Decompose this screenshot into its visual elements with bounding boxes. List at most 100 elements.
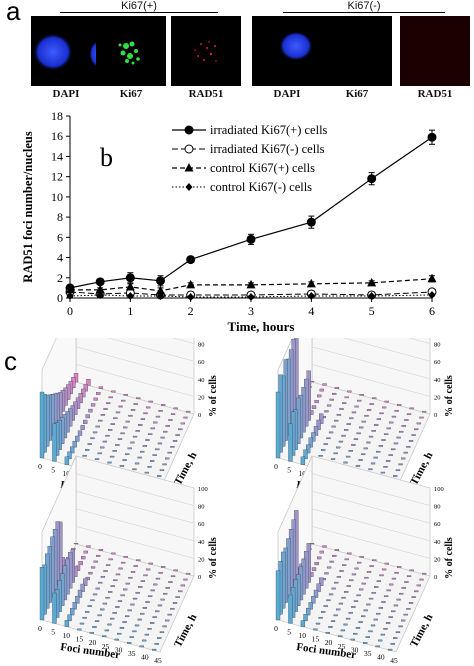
bar3d-bar <box>341 434 346 437</box>
data-point <box>96 290 104 299</box>
image-label-ki67-pos: Ki67 <box>119 88 143 100</box>
data-point <box>66 291 74 300</box>
bar3d-gridline <box>343 338 431 362</box>
bar3d-bar <box>128 414 133 417</box>
bar3d-bar <box>143 574 148 577</box>
bar3d-bar <box>147 595 153 598</box>
bar3d-bar <box>383 628 388 630</box>
bar3d-bar <box>300 456 306 465</box>
bar3d-bar <box>316 583 321 592</box>
bar3d-bar <box>326 404 332 407</box>
bar3d-gridline <box>311 508 431 542</box>
bar3d-bar <box>343 461 348 464</box>
bar3d-z-tick-label: 0 <box>434 574 437 581</box>
bar3d-bar <box>381 601 386 603</box>
bar3d-bar <box>376 612 381 615</box>
bar3d-gridline <box>311 490 431 524</box>
bar3d-bar <box>125 420 130 423</box>
bar3d-bar <box>321 449 326 451</box>
legend-marker <box>184 163 194 172</box>
bar3d-z-tick-label: 80 <box>198 504 205 511</box>
bar3d-bar <box>85 611 90 613</box>
bar3d-bar <box>145 601 150 603</box>
bar3d-bar <box>123 394 128 396</box>
bar3d-bar <box>52 423 57 462</box>
bar3d-bar <box>127 642 132 644</box>
bar3d-bar <box>100 446 105 449</box>
bar3d-bar <box>168 581 173 583</box>
bar3d-bar <box>414 428 419 431</box>
bar3d-bar <box>142 639 147 642</box>
bar3d-bar <box>151 648 157 651</box>
bar3d-bar <box>363 447 368 450</box>
bar3d-bar <box>143 412 148 415</box>
bar3d-bar <box>397 566 402 568</box>
bar3d-bar <box>393 475 398 477</box>
bar3d-bar <box>343 429 349 431</box>
bar3d-bar <box>147 466 152 468</box>
bar3d-bar <box>343 623 348 626</box>
bar3d-bar <box>157 442 163 445</box>
bar3d-bar <box>100 608 105 611</box>
bar3d-bar <box>162 625 167 628</box>
bar3d-bar <box>107 591 113 593</box>
bar3d-bar <box>324 410 329 413</box>
bar3d-bar <box>123 426 128 429</box>
panel-c-bar3d-grid: Irradiated Ki67(+) cells0204060801000510… <box>38 338 455 665</box>
data-point <box>186 279 196 289</box>
bar3d-bar <box>380 471 386 474</box>
bar3d-bar <box>383 466 388 468</box>
bar3d-z-tick-label: 40 <box>434 377 441 384</box>
bar3d-bar <box>384 562 389 565</box>
bar3d-bar <box>138 424 143 426</box>
bar3d-bar <box>95 425 100 428</box>
bar3d-bar <box>89 632 94 634</box>
bar3d-bar <box>83 578 88 586</box>
bar3d-bar <box>359 588 364 591</box>
bar3d-bar <box>122 459 127 461</box>
data-point <box>125 273 135 283</box>
bar3d-bar <box>336 446 341 449</box>
bar3d-bar <box>105 564 111 566</box>
bar3d-bar <box>123 588 128 591</box>
bar3d-bar <box>137 456 142 459</box>
bar3d-bar <box>133 403 138 405</box>
data-point <box>428 290 436 299</box>
bar3d-x-tick-label: 15 <box>76 635 84 644</box>
bar3d-bar <box>115 444 120 446</box>
bar3d-bar <box>308 437 313 448</box>
bar3d-bar <box>86 379 91 386</box>
bar3d-bar <box>160 436 165 439</box>
bar3d-bar <box>374 586 379 588</box>
bar3d-z-tick-label: 40 <box>198 539 205 546</box>
image-label-dapi-pos: DAPI <box>52 88 80 100</box>
bar3d-bar <box>127 609 132 612</box>
bar3d-bar <box>127 447 132 450</box>
bar3d-bar <box>386 589 391 592</box>
bar3d-x-tick-label: 10 <box>298 631 306 640</box>
bar3d-bar <box>311 432 316 442</box>
bar3d-bar <box>361 453 366 456</box>
bar3d-bar <box>389 583 394 586</box>
bar3d-bar <box>359 556 364 558</box>
bar3d-bar <box>93 560 98 563</box>
data-point <box>157 291 164 300</box>
data-point <box>95 277 105 287</box>
bar3d-gridline <box>75 473 195 506</box>
bar3d-bar <box>111 552 116 555</box>
bar3d-bar <box>385 622 391 624</box>
bar3d-x-tick-label: 5 <box>51 466 55 475</box>
bar3d-z-tick-label: 20 <box>198 394 205 401</box>
bar3d-bar <box>112 450 117 452</box>
bar3d-bar <box>319 413 324 424</box>
bar3d-bar <box>395 631 401 634</box>
bar3d-bar <box>406 608 411 610</box>
bar3d-bar <box>354 567 359 570</box>
bar3d-bar <box>113 417 118 420</box>
bar3d-bar <box>92 593 98 596</box>
bar3d-bar <box>366 571 372 573</box>
bar3d-bar <box>351 411 357 414</box>
data-point <box>368 291 376 300</box>
bar3d-bar <box>87 443 92 445</box>
bar3d-bar <box>391 610 396 613</box>
